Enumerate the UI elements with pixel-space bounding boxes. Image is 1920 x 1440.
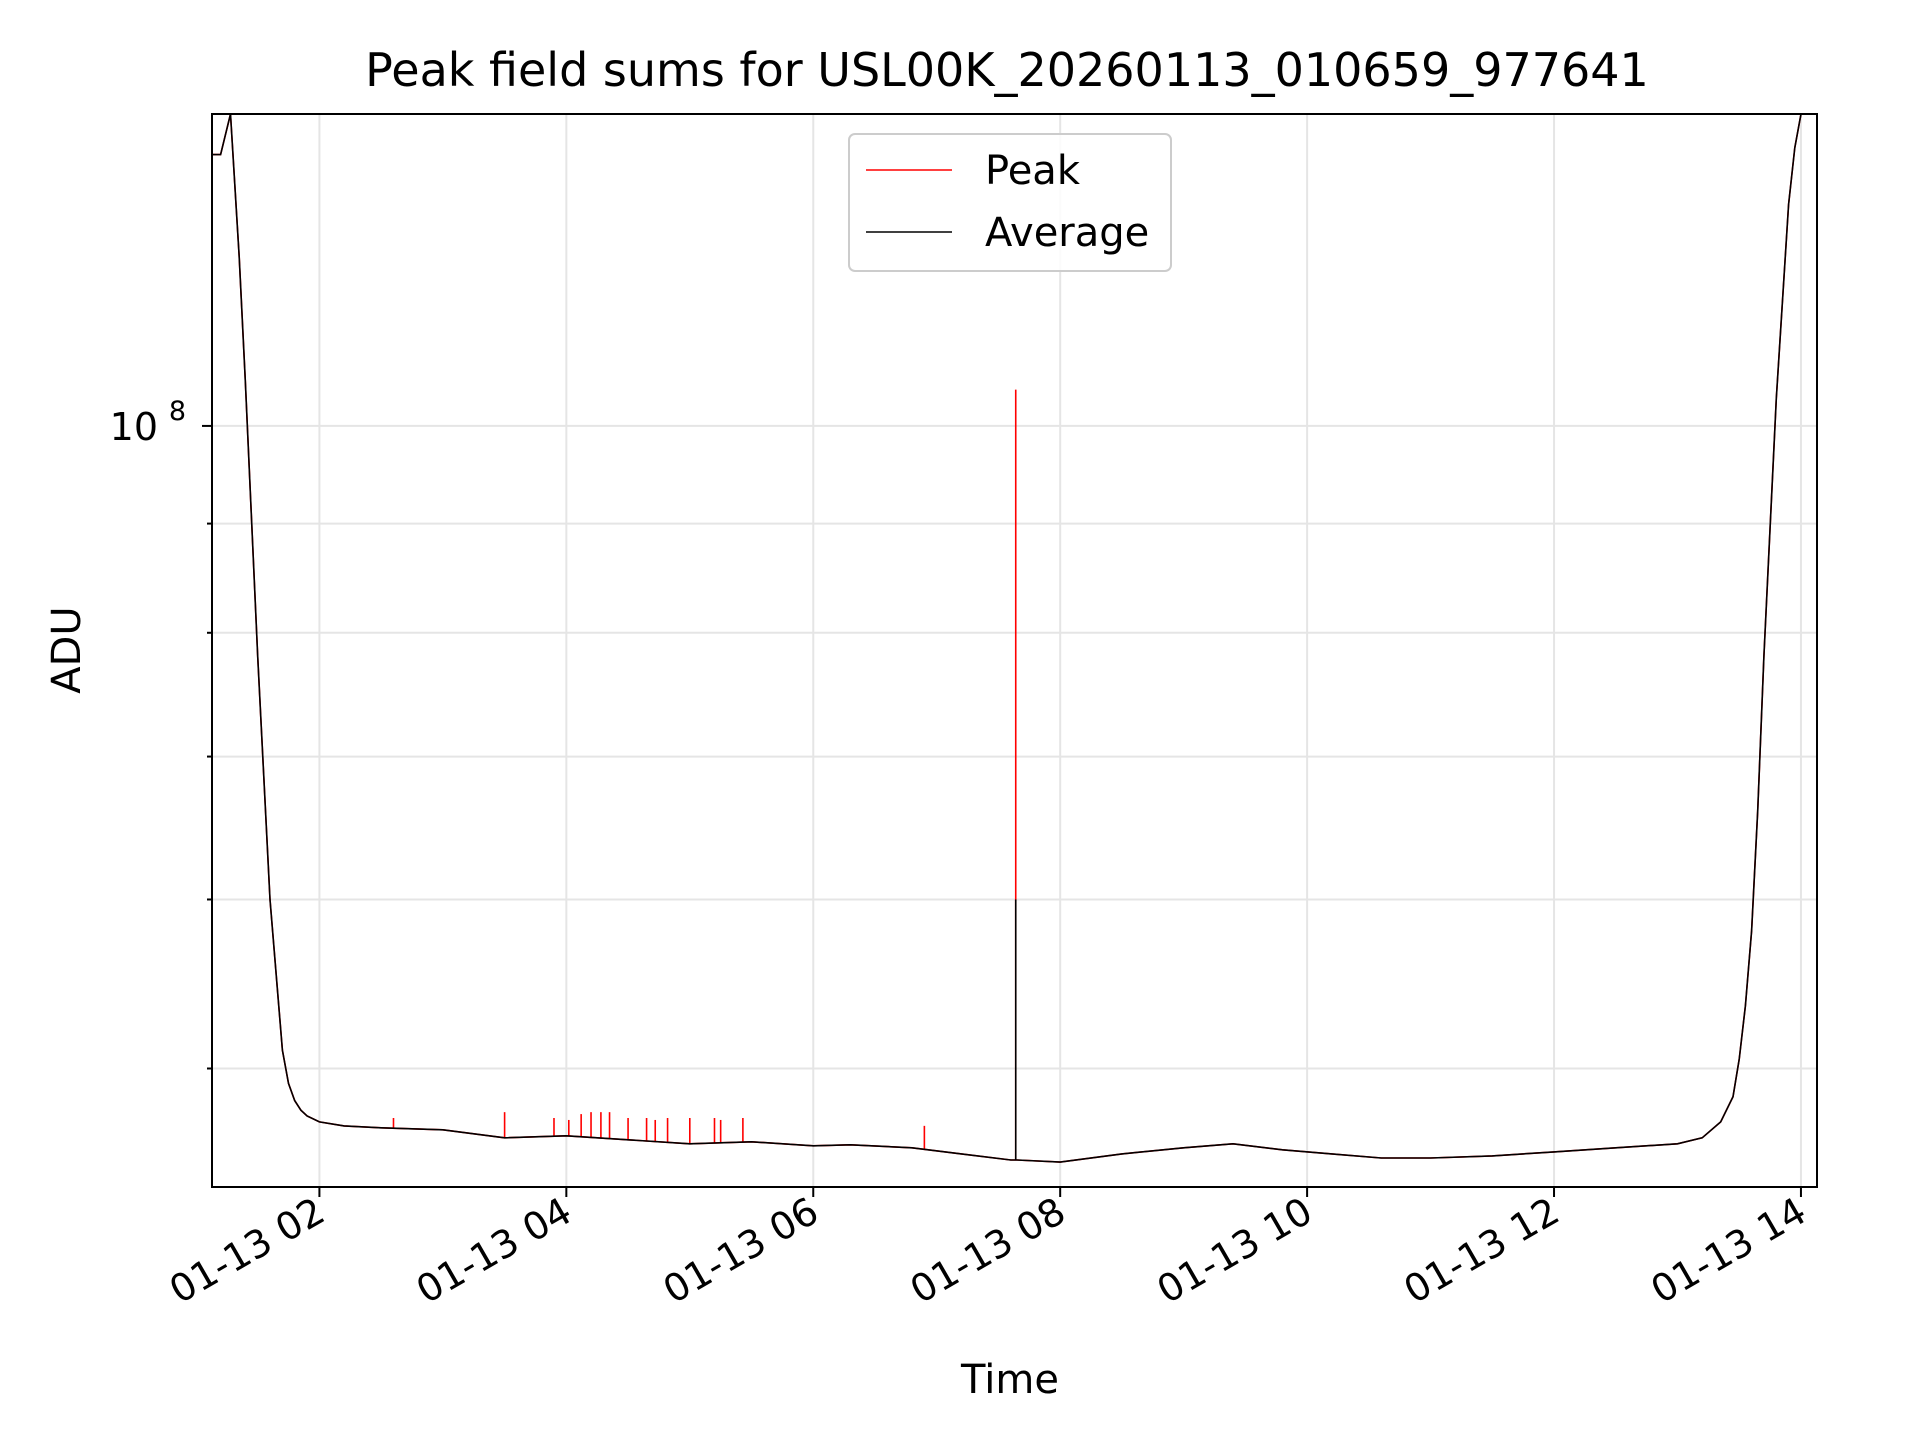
legend: Peak Average bbox=[848, 133, 1172, 272]
plot-frame bbox=[211, 113, 1818, 1188]
series-clip-group bbox=[212, 114, 1817, 1163]
x-axis-label: Time bbox=[960, 1357, 1059, 1403]
series-layer bbox=[212, 114, 1817, 1163]
legend-label-peak: Peak bbox=[985, 148, 1081, 194]
legend-box bbox=[848, 133, 1172, 272]
y-tick-label-exponent: 8 bbox=[169, 396, 186, 427]
chart-title: Peak field sums for USL00K_20260113_0106… bbox=[365, 43, 1649, 97]
average-line bbox=[212, 114, 1817, 1163]
legend-label-average: Average bbox=[985, 210, 1149, 256]
y-axis-label: ADU bbox=[44, 606, 90, 693]
y-tick-label: 10 bbox=[110, 405, 158, 449]
grid bbox=[212, 114, 1817, 1187]
